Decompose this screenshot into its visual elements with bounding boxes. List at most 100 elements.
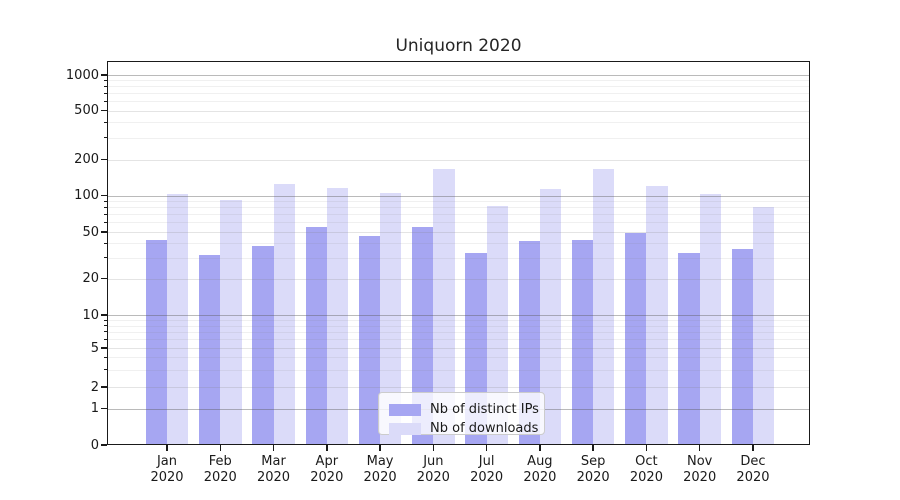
x-tick-label-sep: Sep 2020 — [561, 454, 625, 486]
y-minor-tick-8 — [103, 325, 107, 327]
legend-label-downloads: Nb of downloads — [430, 421, 539, 436]
x-tick-label-jul: Jul 2020 — [455, 454, 519, 486]
x-tick-label-year: 2020 — [416, 470, 450, 485]
x-tick-label-apr: Apr 2020 — [295, 454, 359, 486]
y-tick-label-50: 50 — [82, 224, 99, 240]
gridline-y-300 — [108, 137, 809, 139]
y-minor-tick-90 — [103, 200, 107, 202]
x-tick-label-year: 2020 — [470, 470, 504, 485]
gridline-y-900 — [108, 80, 809, 82]
y-tick-label-500: 500 — [74, 103, 99, 118]
y-tick-1000 — [101, 74, 107, 76]
gridline-y-200 — [108, 159, 809, 161]
x-tick-sep — [592, 445, 594, 451]
y-tick-label-10: 10 — [82, 307, 99, 323]
x-tick-label-month: Aug — [527, 454, 553, 469]
y-tick-label-1000: 1000 — [65, 67, 99, 83]
legend-item-distinct-ips: Nb of distinct IPs — [389, 400, 539, 419]
x-tick-label-month: Nov — [687, 454, 713, 469]
grid-layer — [108, 62, 809, 444]
gridline-y-4 — [108, 357, 809, 359]
legend: Nb of distinct IPs Nb of downloads — [378, 392, 545, 438]
bar-may-nb-of-distinct-ips — [358, 236, 381, 444]
x-tick-label-year: 2020 — [310, 470, 344, 485]
x-tick-label-month: Dec — [740, 454, 766, 469]
gridline-y-800 — [108, 86, 809, 88]
gridline-y-90 — [108, 201, 809, 203]
x-tick-label-year: 2020 — [523, 470, 557, 485]
x-tick-label-year: 2020 — [629, 470, 663, 485]
y-minor-tick-300 — [103, 137, 107, 139]
y-minor-tick-700 — [103, 92, 107, 94]
x-tick-jul — [485, 445, 488, 451]
x-tick-label-month: Mar — [261, 454, 286, 469]
x-tick-label-month: Sep — [580, 454, 606, 469]
x-tick-jun — [432, 445, 435, 451]
x-tick-mar — [272, 445, 275, 451]
y-minor-tick-7 — [103, 331, 107, 333]
bar-sep-nb-of-distinct-ips — [571, 239, 594, 444]
x-tick-may — [379, 445, 381, 451]
legend-item-downloads: Nb of downloads — [389, 419, 539, 438]
y-tick-50 — [101, 231, 107, 233]
x-tick-jan — [166, 445, 168, 451]
gridline-y-5 — [108, 348, 809, 349]
y-tick-500 — [101, 109, 107, 112]
y-minor-tick-900 — [103, 79, 107, 81]
x-tick-label-may: May 2020 — [348, 454, 412, 486]
bar-jan-nb-of-distinct-ips — [145, 239, 167, 444]
gridline-y-9 — [108, 320, 809, 322]
x-tick-label-month: May — [366, 454, 394, 469]
gridline-y-40 — [108, 243, 809, 245]
bar-dec-nb-of-downloads — [752, 207, 775, 444]
x-tick-label-month: Jun — [423, 454, 444, 469]
x-tick-label-year: 2020 — [683, 470, 717, 485]
y-tick-1 — [101, 407, 107, 410]
bar-sep-nb-of-downloads — [593, 169, 615, 444]
gridline-y-100 — [108, 195, 809, 197]
y-minor-tick-400 — [103, 121, 107, 123]
y-tick-label-100: 100 — [74, 188, 99, 203]
x-tick-label-oct: Oct 2020 — [614, 454, 678, 486]
x-tick-aug — [539, 445, 541, 451]
gridline-y-3 — [108, 369, 809, 371]
gridline-y-30 — [108, 257, 809, 259]
chart-title: Uniquorn 2020 — [395, 36, 522, 56]
y-minor-tick-60 — [103, 221, 107, 223]
y-tick-10 — [101, 314, 107, 316]
legend-swatch-distinct-ips — [389, 403, 421, 416]
bar-jun-nb-of-downloads — [433, 169, 455, 444]
y-tick-200 — [101, 158, 107, 161]
x-tick-label-feb: Feb 2020 — [188, 454, 252, 486]
y-minor-tick-6 — [103, 338, 107, 340]
y-tick-label-0: 0 — [90, 437, 99, 453]
y-minor-tick-80 — [103, 206, 107, 208]
x-tick-label-month: Jan — [156, 454, 178, 469]
y-minor-tick-9 — [103, 319, 107, 321]
gridline-y-1000 — [108, 75, 809, 76]
x-tick-oct — [645, 445, 648, 451]
y-tick-5 — [101, 347, 107, 349]
y-tick-label-20: 20 — [82, 271, 99, 286]
x-tick-label-nov: Nov 2020 — [668, 454, 732, 486]
x-tick-label-month: Oct — [635, 454, 658, 469]
x-tick-label-month: Apr — [315, 454, 339, 469]
x-tick-label-dec: Dec 2020 — [721, 454, 785, 486]
x-tick-label-mar: Mar 2020 — [242, 454, 306, 486]
y-tick-20 — [101, 277, 107, 280]
x-tick-label-year: 2020 — [256, 470, 291, 485]
gridline-y-20 — [108, 278, 809, 280]
x-tick-label-year: 2020 — [150, 470, 184, 485]
y-tick-100 — [101, 194, 107, 197]
gridline-y-2 — [108, 387, 809, 388]
bar-oct-nb-of-distinct-ips — [625, 233, 647, 444]
bar-jan-nb-of-downloads — [167, 194, 189, 444]
gridline-y-500 — [108, 110, 809, 112]
x-tick-label-year: 2020 — [363, 470, 397, 485]
x-tick-label-year: 2020 — [203, 470, 237, 485]
bar-oct-nb-of-downloads — [646, 185, 668, 444]
x-tick-dec — [752, 445, 754, 451]
bar-feb-nb-of-downloads — [220, 199, 242, 444]
y-tick-label-200: 200 — [74, 152, 99, 167]
